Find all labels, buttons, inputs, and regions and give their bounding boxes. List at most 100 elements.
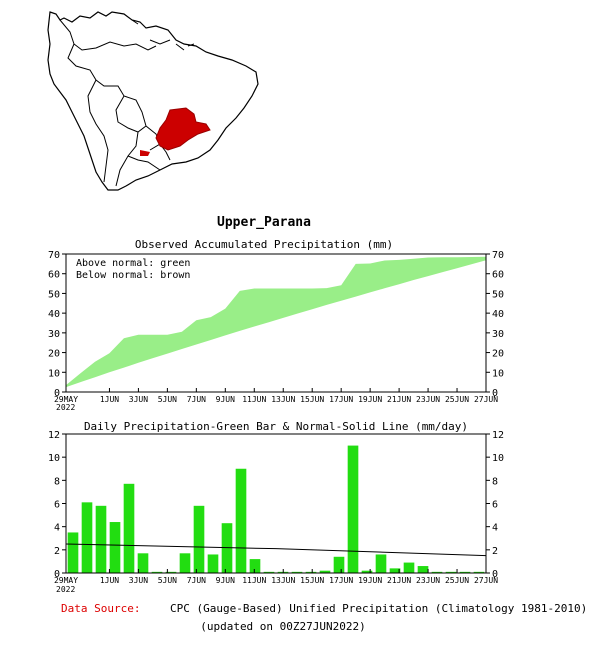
y-tick-label-left: 30	[48, 329, 60, 340]
data-source-text: CPC (Gauge-Based) Unified Precipitation …	[170, 602, 587, 615]
y-tick-label-right: 12	[492, 430, 504, 441]
daily-bar	[473, 571, 485, 573]
y-tick-label-right: 10	[492, 368, 504, 379]
legend-below: Below normal: brown	[76, 270, 190, 281]
y-tick-label-left: 10	[48, 453, 60, 464]
y-tick-label-right: 8	[492, 476, 498, 487]
x-tick-label: 21JUN	[387, 395, 411, 404]
daily-bar	[263, 571, 275, 573]
daily-year-label: 2022	[56, 585, 75, 594]
daily-bar	[305, 571, 317, 573]
daily-bar	[137, 553, 149, 573]
daily-bar	[109, 522, 121, 573]
daily-bar	[67, 532, 79, 573]
continent-outline	[47, 11, 259, 191]
x-tick-label: 11JUN	[242, 395, 266, 404]
daily-bar	[347, 445, 359, 573]
accumulated-year-label: 2022	[56, 403, 75, 412]
daily-bar	[445, 571, 457, 573]
x-tick-label: 1JUN	[100, 395, 119, 404]
x-tick-label: 17JUN	[329, 576, 353, 585]
x-tick-label: 13JUN	[271, 395, 295, 404]
upper-parana-region	[155, 107, 211, 151]
y-tick-label-left: 20	[48, 349, 60, 360]
y-tick-label-left: 2	[54, 546, 60, 557]
daily-title: Daily Precipitation-Green Bar & Normal-S…	[84, 420, 468, 433]
daily-bar	[193, 505, 205, 573]
x-tick-label: 7JUN	[187, 395, 206, 404]
y-tick-label-left: 50	[48, 289, 60, 300]
x-tick-label: 29MAY	[54, 576, 78, 585]
data-source-label: Data Source:	[61, 602, 140, 615]
daily-bar	[333, 556, 345, 573]
x-tick-label: 27JUN	[474, 395, 498, 404]
x-tick-label: 3JUN	[129, 395, 148, 404]
x-tick-label: 5JUN	[158, 395, 177, 404]
x-tick-label: 29MAY	[54, 395, 78, 404]
x-tick-label: 7JUN	[187, 576, 206, 585]
x-tick-label: 13JUN	[271, 576, 295, 585]
y-tick-label-left: 0	[54, 388, 60, 399]
daily-bar	[291, 571, 303, 573]
daily-bar	[81, 502, 93, 573]
x-tick-label: 23JUN	[416, 395, 440, 404]
x-tick-label: 11JUN	[242, 576, 266, 585]
daily-bar	[375, 554, 387, 573]
daily-bar	[459, 571, 471, 573]
y-tick-label-right: 10	[492, 453, 504, 464]
y-tick-label-right: 0	[492, 388, 498, 399]
daily-bar	[417, 566, 429, 573]
x-tick-label: 5JUN	[158, 576, 177, 585]
y-tick-label-right: 4	[492, 523, 498, 534]
x-tick-label: 21JUN	[387, 576, 411, 585]
accumulated-title: Observed Accumulated Precipitation (mm)	[135, 238, 393, 251]
x-tick-label: 3JUN	[129, 576, 148, 585]
daily-chart: Daily Precipitation-Green Bar & Normal-S…	[48, 420, 504, 594]
x-tick-label: 23JUN	[416, 576, 440, 585]
normal-line	[65, 543, 487, 557]
y-tick-label-left: 12	[48, 430, 60, 441]
x-tick-label: 19JUN	[358, 395, 382, 404]
y-tick-label-right: 50	[492, 289, 504, 300]
daily-bar	[207, 554, 219, 573]
daily-bar	[389, 568, 401, 573]
daily-bar	[165, 571, 177, 573]
daily-bar	[221, 523, 233, 573]
y-tick-label-left: 10	[48, 368, 60, 379]
daily-bar	[123, 483, 135, 573]
x-tick-label: 9JUN	[216, 395, 235, 404]
accumulated-frame	[65, 253, 487, 393]
x-tick-label: 19JUN	[358, 576, 382, 585]
daily-bar	[249, 559, 261, 573]
daily-bar	[151, 571, 163, 573]
accumulated-chart: Observed Accumulated Precipitation (mm) …	[48, 238, 504, 412]
y-tick-label-left: 40	[48, 309, 60, 320]
x-tick-label: 15JUN	[300, 576, 324, 585]
y-tick-label-left: 4	[54, 523, 60, 534]
y-tick-label-right: 60	[492, 270, 504, 281]
legend-above: Above normal: green	[76, 258, 190, 269]
daily-bar	[361, 570, 373, 573]
daily-bar	[319, 570, 331, 573]
country-borders	[59, 19, 171, 187]
region-title: Upper_Parana	[217, 215, 311, 230]
accumulated-band	[66, 256, 486, 392]
y-tick-label-left: 60	[48, 270, 60, 281]
x-tick-label: 1JUN	[100, 576, 119, 585]
y-tick-label-left: 0	[54, 569, 60, 580]
y-tick-label-left: 70	[48, 250, 60, 261]
y-tick-label-left: 8	[54, 476, 60, 487]
y-tick-label-right: 40	[492, 309, 504, 320]
daily-bar	[431, 571, 443, 573]
updated-text: (updated on 00Z27JUN2022)	[200, 620, 366, 633]
y-tick-label-right: 0	[492, 569, 498, 580]
daily-bar	[179, 553, 191, 573]
y-tick-label-left: 6	[54, 500, 60, 511]
daily-bar	[95, 505, 107, 573]
x-tick-label: 17JUN	[329, 395, 353, 404]
y-tick-label-right: 6	[492, 500, 498, 511]
x-tick-label: 27JUN	[474, 576, 498, 585]
south-america-map	[46, 10, 260, 192]
x-tick-label: 9JUN	[216, 576, 235, 585]
